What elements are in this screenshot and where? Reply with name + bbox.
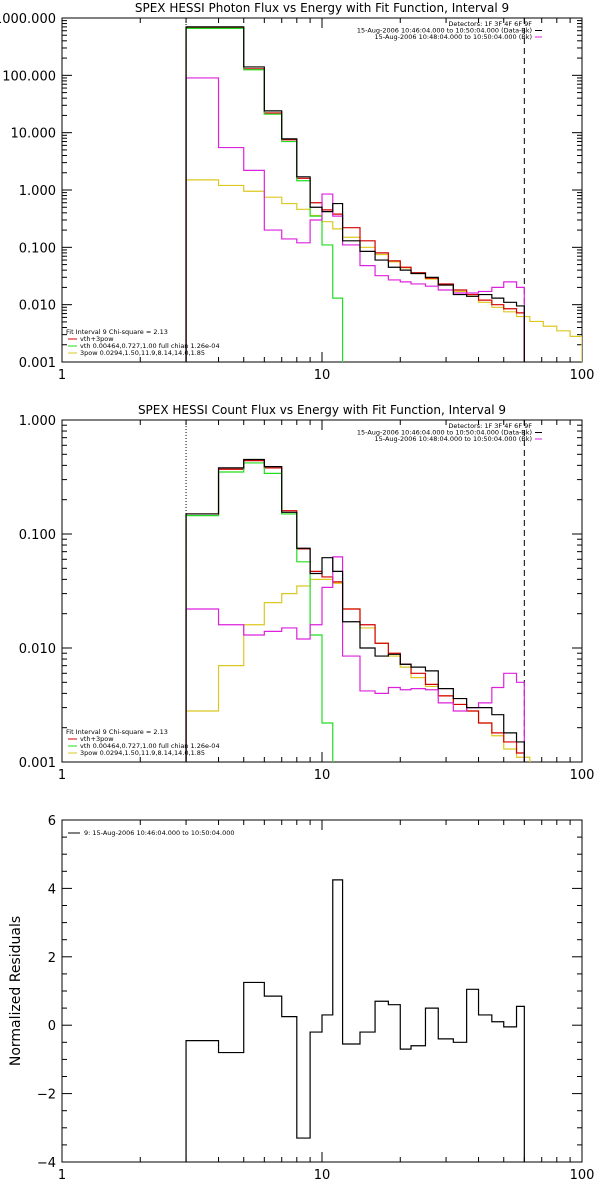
y-tick-label: 0 <box>48 1019 56 1034</box>
x-tick-label: 10 <box>314 768 331 783</box>
y-tick-label: 0.001 <box>19 756 56 771</box>
legend-bottom-entry: vth+3pow <box>80 735 114 743</box>
chart-title: SPEX HESSI Count Flux vs Energy with Fit… <box>138 403 506 417</box>
x-tick-label: 10 <box>314 368 331 383</box>
series-magenta-line <box>185 556 525 762</box>
panel-3: 1 10 100 −4 −2 0 2 4 6 Normalized Residuals 9: 15-… <box>8 814 595 1183</box>
series-red-line <box>185 460 525 762</box>
panel-1: SPEX HESSI Photon Flux vs Energy with Fi… <box>0 1 595 383</box>
y-tick-label: 10.000 <box>11 127 57 142</box>
series-red-line <box>185 27 525 362</box>
series-black-line <box>185 458 525 762</box>
x-tick-label: 100 <box>570 768 595 783</box>
y-tick-label: 0.100 <box>19 241 56 256</box>
series-black-line <box>185 26 525 362</box>
x-tick-label: 10 <box>314 1168 331 1183</box>
y-tick-label: 0.100 <box>19 528 56 543</box>
legend-top-entry: Detectors: 1F 3F 4F 6F 9F <box>448 422 532 430</box>
series-magenta-line <box>185 77 525 362</box>
x-tick-label: 1 <box>58 368 66 383</box>
y-tick-label: −2 <box>37 1088 56 1103</box>
legend-bottom-entry: 3pow 0.0294,1.50,11.9,8.14,14.0,1.85 <box>80 749 205 757</box>
legend-bottom-entry: Fit Interval 9 Chi-square = 2.13 <box>66 728 168 736</box>
legend-bottom-entry: vth 0.00464,0.727,1.00 full chian 1.26e-… <box>80 342 220 350</box>
series-group <box>185 26 582 362</box>
series-black-line <box>185 879 525 1162</box>
legend-top-entry: 15-Aug-2006 10:48:04.000 to 10:50:04.000… <box>375 435 532 443</box>
legend-top-entry: Detectors: 1F 3F 4F 6F 9F <box>448 20 532 28</box>
x-tick-label: 1 <box>58 768 66 783</box>
legend-top-entry: 15-Aug-2006 10:46:04.000 to 10:50:04.000… <box>357 27 532 35</box>
y-tick-label: 0.010 <box>19 642 56 657</box>
y-tick-label: 0.001 <box>19 356 56 371</box>
series-group <box>185 879 525 1162</box>
chart-title: SPEX HESSI Photon Flux vs Energy with Fi… <box>135 1 509 15</box>
x-tick-label: 1 <box>58 1168 66 1183</box>
y-tick-label: 2 <box>48 951 56 966</box>
y-tick-label: 0.010 <box>19 299 56 314</box>
y-axis-label: Normalized Residuals <box>8 916 24 1066</box>
series-green-line <box>185 462 334 762</box>
x-tick-label: 100 <box>570 1168 595 1183</box>
series-group <box>185 458 531 762</box>
y-tick-label: 1000.000 <box>0 12 56 27</box>
legend-bottom-entry: vth 0.00464,0.727,1.00 full chian 1.26e-… <box>80 742 220 750</box>
y-tick-label: 100.000 <box>2 69 56 84</box>
y-tick-label: 1.000 <box>19 414 56 429</box>
plot-frame <box>61 819 583 1163</box>
y-tick-label: −4 <box>37 1156 56 1171</box>
panel-2: SPEX HESSI Count Flux vs Energy with Fit… <box>19 403 595 783</box>
y-tick-label: 1.000 <box>19 184 56 199</box>
series-yellow-line <box>185 179 582 362</box>
legend-entry: 9: 15-Aug-2006 10:46:04.000 to 10:50:04.… <box>84 829 235 837</box>
x-tick-label: 100 <box>570 368 595 383</box>
legend-top-entry: 15-Aug-2006 10:48:04.000 to 10:50:04.000… <box>375 33 532 41</box>
legend-bottom-entry: 3pow 0.0294,1.50,11.9,8.14,14.0,1.85 <box>80 349 205 357</box>
y-tick-label: 6 <box>48 814 56 829</box>
legend-bottom-entry: Fit Interval 9 Chi-square = 2.13 <box>66 328 168 336</box>
legend-bottom-entry: vth+3pow <box>80 335 114 343</box>
y-tick-label: 4 <box>48 882 56 897</box>
legend-top-entry: 15-Aug-2006 10:46:04.000 to 10:50:04.000… <box>357 429 532 437</box>
